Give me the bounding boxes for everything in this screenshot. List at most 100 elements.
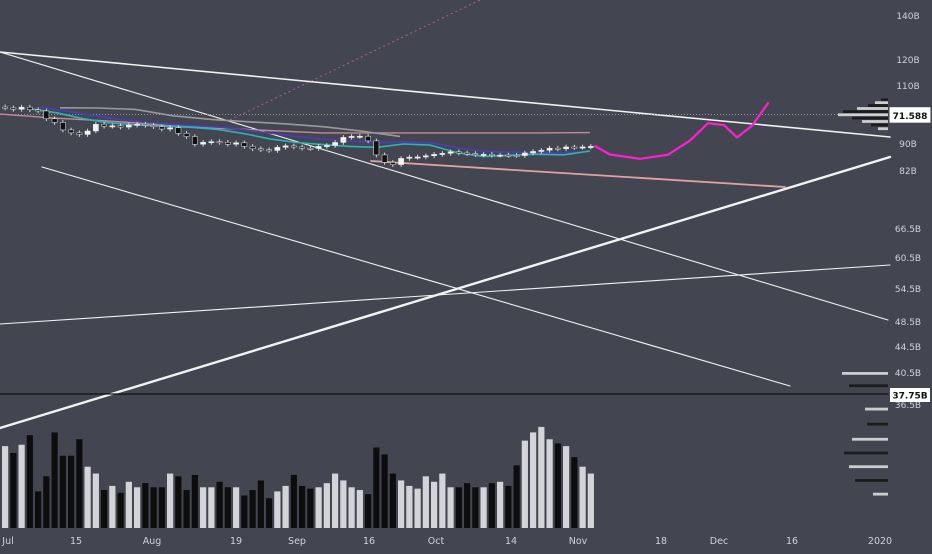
candle[interactable] [258, 146, 264, 153]
candle[interactable] [315, 144, 322, 151]
volume-bar[interactable] [398, 480, 405, 528]
volume-bar[interactable] [35, 491, 42, 528]
candle[interactable] [183, 131, 190, 139]
volume-bar[interactable] [554, 443, 561, 528]
volume-bar[interactable] [241, 495, 248, 528]
candle[interactable] [505, 152, 512, 158]
candle[interactable] [381, 152, 388, 165]
candle[interactable] [192, 134, 198, 147]
volume-bar[interactable] [365, 494, 372, 528]
volume-bar[interactable] [340, 480, 347, 528]
volume-bar[interactable] [257, 480, 264, 528]
candle[interactable] [233, 140, 239, 147]
candle[interactable] [365, 133, 371, 144]
volume-bar[interactable] [406, 485, 413, 528]
candle[interactable] [266, 147, 272, 153]
candle[interactable] [241, 140, 248, 149]
candle[interactable] [431, 152, 437, 159]
candle[interactable] [76, 130, 83, 137]
candle[interactable] [84, 128, 91, 137]
candle[interactable] [324, 143, 330, 149]
volume-bar[interactable] [109, 485, 116, 528]
candle[interactable] [423, 153, 429, 160]
volume-bar[interactable] [307, 488, 314, 528]
volume-bar[interactable] [431, 481, 438, 528]
candle[interactable] [101, 122, 107, 129]
volume-bar[interactable] [373, 447, 380, 528]
volume-bar[interactable] [571, 457, 578, 528]
volume-bar[interactable] [414, 488, 421, 528]
volume-bar[interactable] [2, 446, 9, 528]
volume-bar[interactable] [530, 432, 537, 528]
candle[interactable] [10, 105, 17, 112]
volume-bar[interactable] [117, 492, 124, 528]
candle[interactable] [142, 121, 149, 128]
candle[interactable] [555, 145, 561, 152]
volume-bar[interactable] [233, 487, 240, 528]
volume-bar[interactable] [538, 426, 545, 528]
volume-bar[interactable] [464, 483, 471, 528]
volume-bar[interactable] [587, 473, 594, 528]
candle[interactable] [414, 154, 421, 160]
candle[interactable] [588, 144, 594, 150]
candle[interactable] [51, 116, 58, 125]
trendline-upper-resistance[interactable] [0, 51, 891, 138]
candle[interactable] [167, 125, 173, 132]
volume-bar[interactable] [513, 465, 520, 528]
trendline-horizontal-support[interactable] [0, 264, 891, 325]
candle[interactable] [291, 143, 297, 150]
candle[interactable] [546, 145, 553, 153]
candle[interactable] [93, 122, 99, 134]
volume-bar[interactable] [249, 490, 256, 528]
volume-bar[interactable] [497, 481, 504, 528]
candle[interactable] [357, 133, 363, 139]
volume-bar[interactable] [505, 485, 512, 528]
volume-bar[interactable] [579, 466, 586, 528]
volume-bar[interactable] [43, 476, 50, 528]
volume-bar[interactable] [480, 487, 487, 528]
volume-bar[interactable] [224, 487, 231, 528]
candle[interactable] [68, 127, 74, 136]
volume-bar[interactable] [282, 485, 289, 528]
candle[interactable] [216, 139, 223, 145]
candle[interactable] [299, 144, 305, 151]
volume-bar[interactable] [266, 498, 273, 528]
candle[interactable] [134, 121, 140, 128]
candle[interactable] [126, 122, 132, 130]
volume-bar[interactable] [142, 483, 149, 528]
candle[interactable] [456, 149, 462, 156]
volume-bar[interactable] [134, 487, 141, 528]
volume-bar[interactable] [175, 476, 182, 528]
volume-bar[interactable] [299, 485, 306, 528]
candle[interactable] [175, 125, 182, 136]
volume-bar[interactable] [208, 487, 215, 528]
candle[interactable] [373, 138, 380, 158]
volume-bar[interactable] [356, 490, 363, 528]
candle[interactable] [43, 108, 50, 122]
volume-bar[interactable] [10, 452, 17, 528]
trendline-long-term-support[interactable] [0, 155, 892, 430]
candle[interactable] [563, 144, 569, 152]
volume-bar[interactable] [472, 487, 479, 528]
volume-bar[interactable] [59, 455, 66, 528]
candle[interactable] [497, 152, 503, 158]
candle[interactable] [27, 104, 33, 113]
volume-bar[interactable] [488, 483, 495, 528]
candle[interactable] [579, 144, 586, 150]
volume-bar[interactable] [563, 446, 570, 528]
volume-bar[interactable] [183, 490, 190, 528]
candle[interactable] [340, 135, 347, 145]
volume-bar[interactable] [439, 473, 446, 528]
candle[interactable] [530, 149, 536, 156]
candle[interactable] [225, 139, 231, 147]
volume-bar[interactable] [76, 439, 83, 528]
volume-bar[interactable] [323, 483, 330, 528]
volume-bar[interactable] [290, 474, 297, 528]
candle[interactable] [159, 124, 165, 132]
volume-bar[interactable] [422, 476, 429, 528]
candle[interactable] [307, 145, 314, 151]
volume-bar[interactable] [348, 487, 355, 528]
candle[interactable] [398, 156, 404, 167]
volume-bar[interactable] [125, 481, 132, 528]
